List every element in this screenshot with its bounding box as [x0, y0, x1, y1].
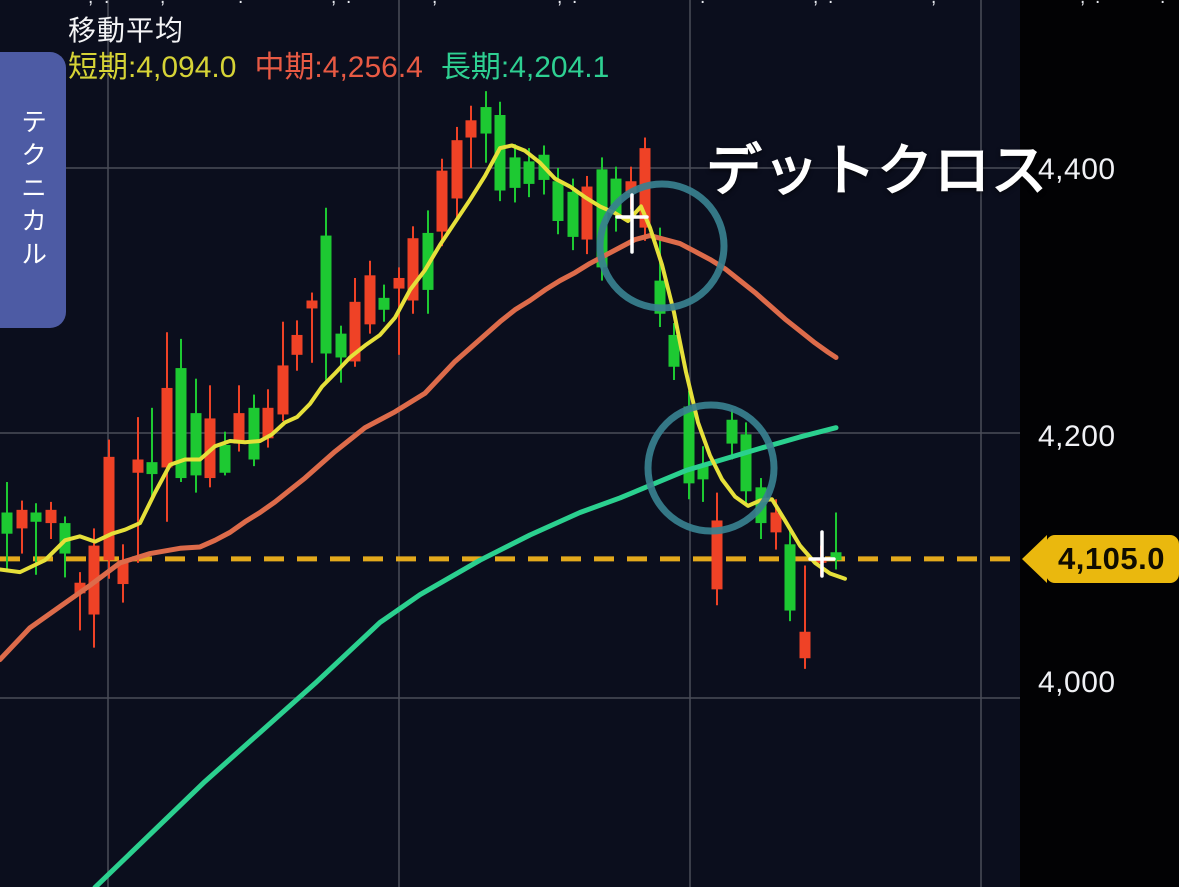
candle: [770, 512, 782, 533]
price-tag-arrow-icon: [1022, 535, 1047, 583]
candle: [146, 462, 158, 475]
candle: [175, 368, 187, 479]
candle: [407, 238, 419, 301]
candle: [393, 277, 405, 289]
indicator-title: 移動平均: [68, 15, 185, 46]
candle: [1, 512, 13, 534]
candle: [523, 161, 535, 184]
candle: [45, 509, 57, 524]
current-price-value: 4,105.0: [1058, 541, 1165, 576]
clipped-glyph: ,: [331, 0, 336, 9]
axis-label-4400: 4,400: [1038, 153, 1116, 186]
candle: [509, 157, 521, 188]
clipped-glyph: .: [238, 0, 243, 9]
candle: [480, 107, 492, 134]
candle: [596, 169, 608, 268]
candle: [683, 406, 695, 484]
clipped-top-text-row: ,.,.,.,,..,.,,..: [0, 0, 1179, 10]
candle: [320, 235, 332, 354]
candle: [291, 334, 303, 355]
candle: [610, 178, 622, 215]
clipped-glyph: ,: [931, 0, 936, 9]
clipped-glyph: .: [828, 0, 833, 9]
candle: [711, 520, 723, 590]
candle: [262, 407, 274, 439]
candle: [436, 170, 448, 232]
candle: [552, 181, 564, 221]
clipped-glyph: .: [104, 0, 109, 9]
candle: [581, 186, 593, 240]
candle: [697, 464, 709, 480]
candle: [654, 280, 666, 314]
candle: [16, 509, 28, 529]
axis-label-4200: 4,200: [1038, 420, 1116, 453]
current-price-tag: 4,105.0: [1022, 535, 1179, 583]
candle: [233, 413, 245, 444]
cross-highlight-circle: [644, 401, 778, 535]
clipped-glyph: .: [700, 0, 705, 9]
cross-highlight-circle: [596, 180, 728, 312]
clipped-glyph: ,: [1080, 0, 1085, 9]
candle: [465, 120, 477, 138]
price-axis-strip: [1020, 0, 1179, 887]
candle: [378, 297, 390, 310]
candle: [567, 191, 579, 237]
clipped-glyph: .: [572, 0, 577, 9]
legend-item: 長期:4,204.1: [440, 51, 610, 84]
candle: [335, 333, 347, 358]
clipped-glyph: ,: [557, 0, 562, 9]
candle: [830, 552, 842, 561]
candle: [668, 334, 680, 367]
candle: [248, 407, 260, 460]
dead-cross-annotation: デットクロス: [706, 139, 1048, 202]
clipped-glyph: ,: [432, 0, 437, 9]
clipped-glyph: ,: [88, 0, 93, 9]
candle: [364, 275, 376, 325]
clipped-glyph: ,: [813, 0, 818, 9]
candle: [103, 456, 115, 561]
candle: [219, 444, 231, 473]
legend-values-row: 短期:4,094.0 中期:4,256.4 長期:4,204.1: [68, 51, 609, 85]
legend-item: 短期:4,094.0: [68, 51, 237, 84]
candle: [451, 140, 463, 199]
candle: [190, 413, 202, 476]
moving-average-legend: 移動平均 短期:4,094.0 中期:4,256.4 長期:4,204.1: [68, 14, 609, 85]
candle: [74, 582, 86, 594]
candle: [625, 181, 637, 194]
candle: [740, 434, 752, 492]
candle: [132, 459, 144, 473]
clipped-glyph: .: [1095, 0, 1100, 9]
clipped-glyph: .: [1160, 0, 1165, 9]
tab-technical-label: テクニカル: [17, 107, 48, 273]
clipped-glyph: ,: [160, 0, 165, 9]
candle: [306, 300, 318, 309]
candle: [349, 301, 361, 362]
candle: [726, 419, 738, 444]
candle: [799, 631, 811, 659]
candle: [277, 365, 289, 415]
legend-item: 中期:4,256.4: [254, 51, 423, 84]
candle: [161, 387, 173, 468]
candle: [784, 544, 796, 611]
clipped-glyph: .: [346, 0, 351, 9]
tab-technical[interactable]: テクニカル: [0, 52, 66, 328]
candle: [494, 115, 506, 191]
axis-label-4000: 4,000: [1038, 666, 1116, 699]
candle: [117, 560, 129, 585]
candle: [30, 512, 42, 522]
